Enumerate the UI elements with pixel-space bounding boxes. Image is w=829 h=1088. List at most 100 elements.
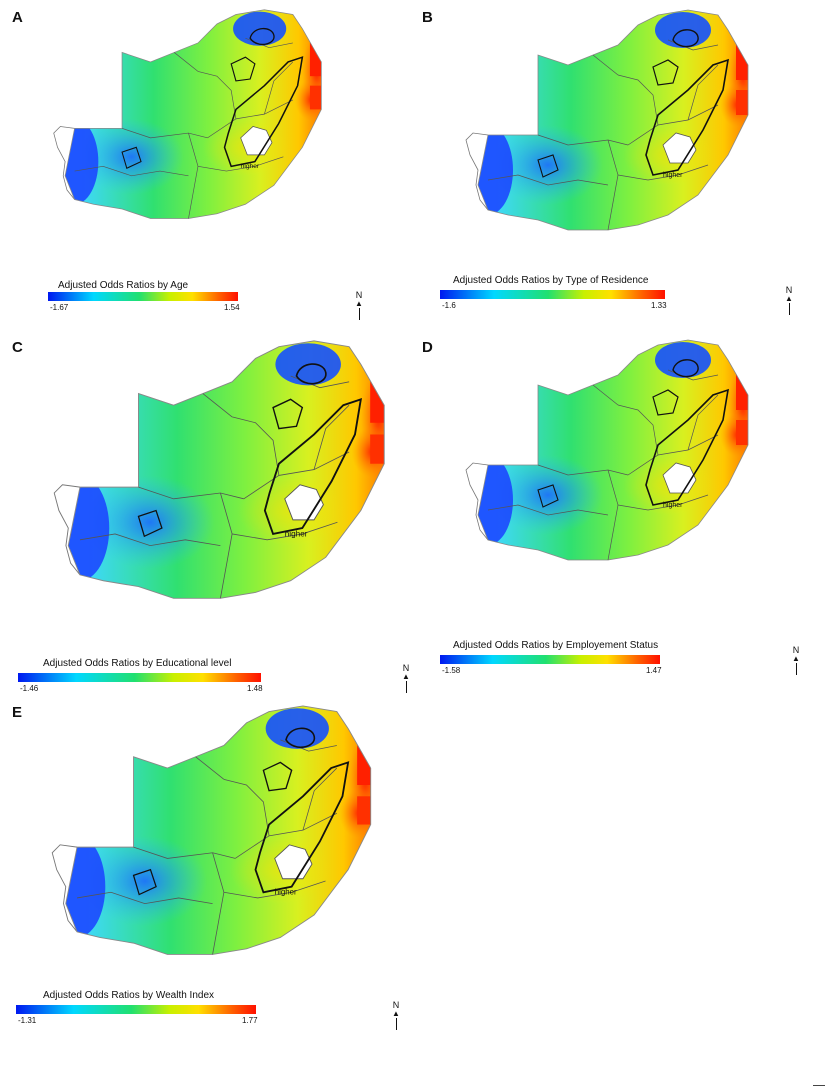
province-border <box>121 128 208 139</box>
panel-letter: A <box>12 9 23 26</box>
contour-line-small <box>652 59 679 86</box>
contour-line-west <box>121 146 142 169</box>
contour-line-north <box>285 727 316 748</box>
legend-color-bar <box>18 673 261 682</box>
province-border <box>617 164 709 181</box>
north-arrow: N ▲ <box>400 663 412 693</box>
west-low-region <box>478 125 513 215</box>
province-border <box>197 71 237 119</box>
province-border <box>202 393 233 418</box>
west-low-region <box>68 475 110 581</box>
legend-max-value: 1.48 <box>247 684 263 693</box>
low-region <box>493 125 603 205</box>
north-arrow-icon: ▲ <box>355 299 363 308</box>
province-border <box>617 74 659 126</box>
east-red-block <box>736 45 748 80</box>
province-border <box>617 494 709 511</box>
province-border <box>232 521 338 541</box>
legend-min-value: -1.31 <box>18 1016 37 1025</box>
legend-color-bar <box>16 1005 256 1014</box>
contour-line-north <box>672 359 699 378</box>
legend-color-bar <box>48 292 238 301</box>
north-label: N <box>355 290 363 300</box>
province-border <box>195 756 225 780</box>
contour-line-small <box>230 56 256 82</box>
legend-title: Adjusted Odds Ratios by Educational leve… <box>43 658 232 669</box>
map-panel-a: A higher Adjusted Odds Ratios by Age -1.67… <box>8 5 413 335</box>
panel-letter: D <box>422 339 433 356</box>
province-border <box>592 384 619 406</box>
east-red-block-2 <box>736 420 748 445</box>
province-border <box>232 416 280 476</box>
province-border <box>313 404 350 470</box>
low-region <box>493 455 603 535</box>
north-label: N <box>785 285 793 295</box>
province-border <box>76 891 213 904</box>
province-border <box>174 52 199 72</box>
legend-min-value: -1.67 <box>50 303 69 312</box>
north-arrow-shaft <box>788 303 790 315</box>
north-arrow-icon: ▲ <box>792 654 800 663</box>
panel-letter: B <box>422 9 433 26</box>
contour-line-west <box>537 484 559 508</box>
province-border <box>687 64 719 121</box>
contour-line-higher <box>645 58 730 176</box>
province-border <box>207 99 294 139</box>
legend-title: Adjusted Odds Ratios by Employement Stat… <box>453 640 659 651</box>
east-red-block-2 <box>309 85 322 110</box>
choropleth-map: higher <box>51 705 372 955</box>
country-outline <box>64 9 322 219</box>
low-region <box>79 118 184 195</box>
north-label: N <box>392 1000 400 1010</box>
choropleth-map: higher <box>465 339 749 561</box>
contour-line-west <box>132 868 157 896</box>
north-arrow-shaft <box>795 663 797 675</box>
contour-line-north <box>672 29 699 48</box>
map-panel-e: E higher Adjusted Odds Ratios by Wealth I… <box>8 700 413 1030</box>
legend-title: Adjusted Odds Ratios by Age <box>58 280 189 291</box>
east-red-block <box>736 375 748 410</box>
west-low-region <box>65 835 106 938</box>
choropleth-map: higher <box>53 9 322 219</box>
contour-line-higher <box>263 397 363 536</box>
contour-line-small <box>262 761 293 792</box>
choropleth-map: higher <box>53 340 385 599</box>
contour-line-north <box>249 27 275 46</box>
north-arrow-shaft <box>395 1018 397 1030</box>
contour-line-higher <box>645 388 730 506</box>
province-border <box>223 880 326 899</box>
contour-label: higher <box>663 172 683 179</box>
east-red-block-2 <box>736 90 748 115</box>
north-arrow: N ▲ <box>790 645 802 675</box>
province-border <box>264 61 294 115</box>
east-red-block <box>357 745 371 785</box>
province-border <box>223 778 270 836</box>
contour-line-west <box>537 154 559 178</box>
north-arrow-shaft <box>405 681 407 693</box>
country-outline <box>65 705 372 955</box>
country-outline <box>477 339 749 561</box>
province-border <box>537 134 629 146</box>
panel-letter: E <box>12 704 23 721</box>
north-label: N <box>402 663 410 673</box>
choropleth-map: higher <box>465 9 749 231</box>
contour-label: higher <box>663 502 683 509</box>
contour-label: higher <box>275 888 297 897</box>
panel-letter: C <box>12 339 23 356</box>
legend-max-value: 1.33 <box>651 301 667 310</box>
north-arrow-icon: ▲ <box>402 672 410 681</box>
province-border <box>234 812 338 859</box>
low-region <box>82 835 207 927</box>
map-panel-c: C higher Adjusted Odds Ratios by Educatio… <box>8 335 413 693</box>
province-border <box>627 434 719 476</box>
legend-min-value: -1.46 <box>20 684 39 693</box>
legend-max-value: 1.47 <box>646 666 662 675</box>
legend-color-bar <box>440 655 660 664</box>
east-red-block <box>309 42 322 77</box>
country-outline <box>67 340 385 599</box>
province-border <box>243 451 350 500</box>
map-panel-d: D higher Adjusted Odds Ratios by Employem… <box>418 335 823 675</box>
province-border <box>133 846 236 859</box>
province-border <box>197 156 284 172</box>
north-arrow: N ▲ <box>390 1000 402 1030</box>
